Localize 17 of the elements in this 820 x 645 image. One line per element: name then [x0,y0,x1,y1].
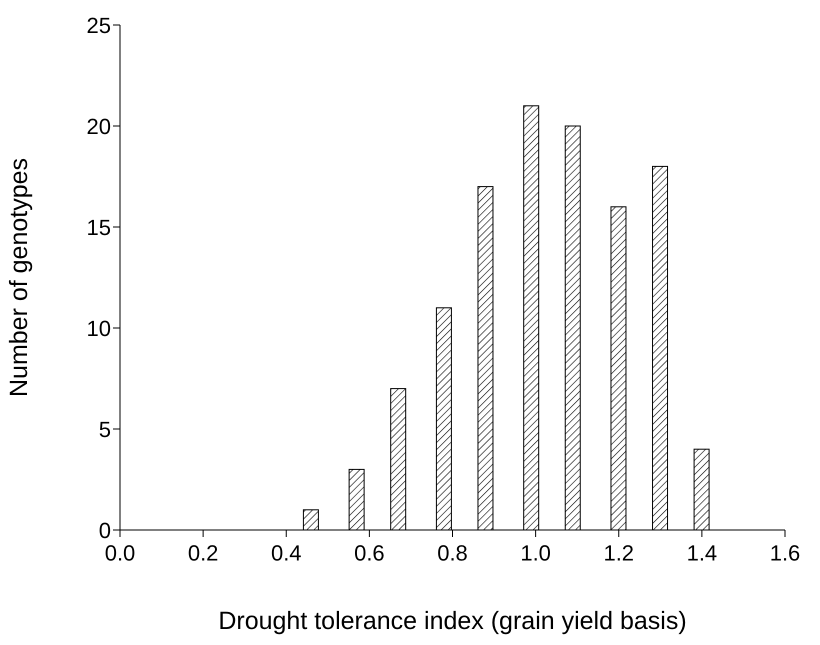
x-tick-label: 1.4 [686,540,718,566]
x-tick-label: 0.2 [188,540,218,566]
y-tick-label: 0 [98,518,111,543]
x-axis-title: Drought tolerance index (grain yield basis) [218,607,687,635]
x-tick-label: 0.4 [270,540,302,566]
y-tick-label: 25 [86,12,111,38]
y-axis-title: Number of genotypes [4,158,33,398]
y-tick-label: 5 [98,416,111,442]
y-tick-label: 15 [86,214,111,240]
x-tick-label: 1.6 [770,540,800,566]
x-tick-label: 0.8 [437,540,468,566]
y-tick-label: 20 [86,114,111,139]
x-tick-label: 0.0 [104,540,136,566]
x-tick-label: 1.0 [520,540,551,566]
x-tick-label: 0.6 [354,540,385,566]
x-tick-label: 1.2 [603,540,634,566]
y-tick-label: 10 [86,316,111,341]
